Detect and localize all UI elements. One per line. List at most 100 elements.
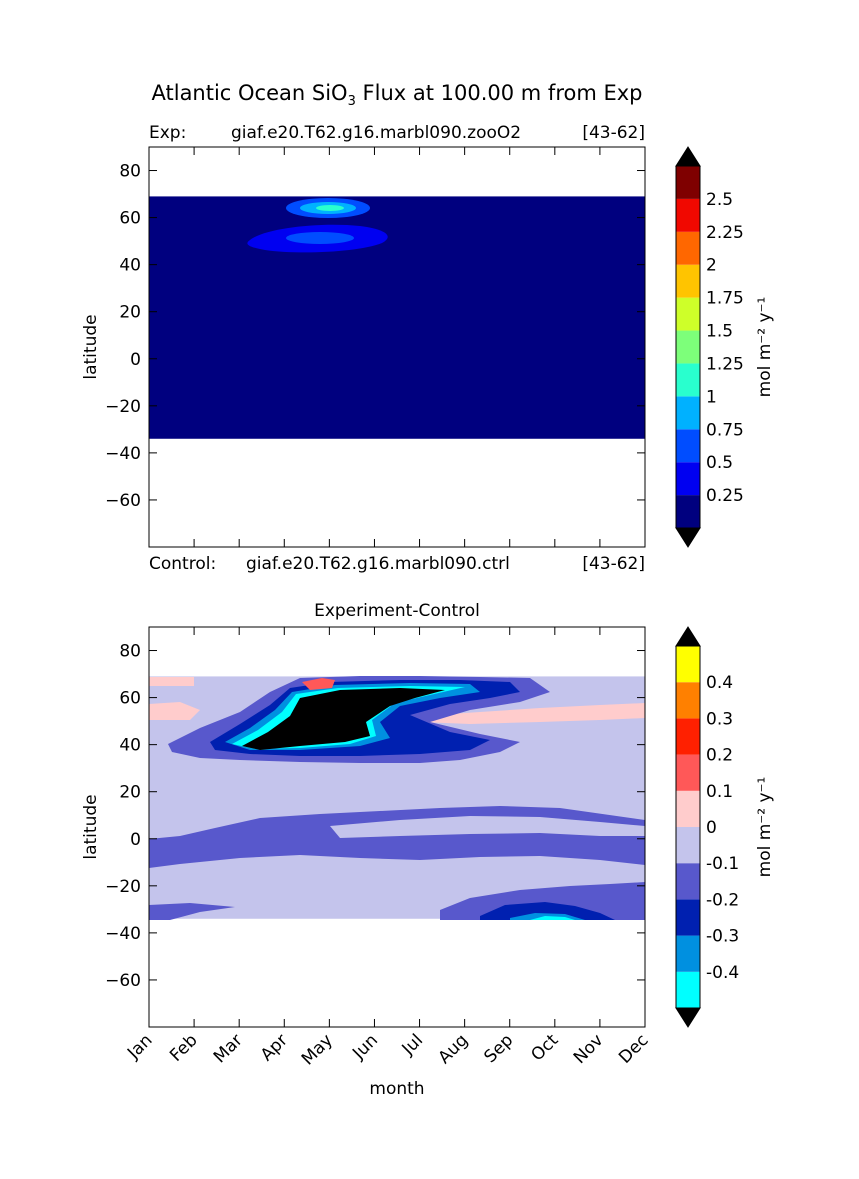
- xtick-label: Feb: [166, 1030, 201, 1065]
- top-background-field: [149, 196, 645, 439]
- colorbar-segment: [676, 429, 700, 463]
- exp-years: [43-62]: [582, 123, 645, 143]
- colorbar-tick-label: 0.25: [706, 486, 744, 506]
- bottom-yticks: 80 60 40 20 0 −20 −40 −60: [105, 642, 645, 991]
- control-case-name: giaf.e20.T62.g16.marbl090.ctrl: [246, 554, 510, 574]
- colorbar-segment: [676, 264, 700, 298]
- colorbar-segment: [676, 330, 700, 364]
- colorbar-tick-label: 0.3: [706, 709, 733, 729]
- colorbar-extend-top: [675, 626, 701, 647]
- colorbar-tick-label: -0.4: [706, 963, 739, 983]
- ytick-label: −60: [105, 491, 141, 511]
- ytick-label: 60: [119, 209, 141, 229]
- colorbar-frame: [675, 165, 701, 529]
- xtick-label: Oct: [527, 1030, 562, 1065]
- top-blob-50n-inner: [286, 232, 354, 244]
- xtick-label: Jan: [123, 1030, 156, 1063]
- colorbar-tick-label: 1.75: [706, 289, 744, 309]
- colorbar-segment: [676, 935, 700, 972]
- colorbar-segment: [676, 899, 700, 936]
- colorbar-tick-label: -0.2: [706, 890, 739, 910]
- xtick-label: Dec: [615, 1030, 652, 1067]
- ytick-label: −40: [105, 924, 141, 944]
- ytick-label: 20: [119, 303, 141, 323]
- bottom-band-equator-inner: [330, 816, 645, 838]
- colorbar-segment: [676, 754, 700, 791]
- colorbar-segment: [676, 396, 700, 430]
- colorbar-tick-label: 2.5: [706, 190, 733, 210]
- colorbar-segment: [676, 363, 700, 397]
- colorbar-tick-label: 0.1: [706, 782, 733, 802]
- colorbar-tick-label: -0.1: [706, 854, 739, 874]
- top-xticks: [148, 147, 646, 547]
- top-yticks: 80 60 40 20 0 −20 −40 −60: [105, 162, 645, 511]
- bottom-positive-band-east: [420, 703, 645, 724]
- ytick-label: 20: [119, 783, 141, 803]
- colorbar-segment: [676, 646, 700, 683]
- colorbar-segment: [676, 863, 700, 900]
- colorbar-tick-label: 0.4: [706, 673, 733, 693]
- top-colorbar: 0.25 0.5 0.75 1 1.25 1.5 1.75 2 2.25 2.5: [675, 146, 744, 548]
- colorbar-segment: [676, 198, 700, 232]
- exp-case-name: giaf.e20.T62.g16.marbl090.zooO2: [231, 123, 521, 143]
- xtick-label: Apr: [257, 1030, 292, 1065]
- ytick-label: 40: [119, 256, 141, 276]
- top-blob-60n-inner: [316, 205, 344, 211]
- colorbar-segment: [676, 166, 700, 199]
- colorbar-segment: [676, 971, 700, 1008]
- bottom-positive-strip-top: [149, 677, 194, 686]
- ytick-label: −20: [105, 397, 141, 417]
- bottom-colorbar-label: mol m⁻² y⁻¹: [755, 777, 775, 878]
- colorbar-tick-label: 0.5: [706, 453, 733, 473]
- xtick-label: Jul: [398, 1030, 427, 1059]
- control-years: [43-62]: [582, 554, 645, 574]
- colorbar-tick-label: 1.5: [706, 322, 733, 342]
- bottom-colorbar: 0.4 0.3 0.2 0.1 0 -0.1 -0.2 -0.3 -0.4: [675, 626, 739, 1028]
- bottom-band-southeast-cyan: [530, 916, 575, 920]
- xtick-label: Nov: [570, 1030, 608, 1068]
- colorbar-segment: [676, 790, 700, 827]
- colorbar-tick-label: 0: [706, 818, 717, 838]
- control-label: Control:: [149, 554, 216, 574]
- ytick-label: 40: [119, 736, 141, 756]
- colorbar-extend-bottom: [675, 527, 701, 548]
- exp-label: Exp:: [149, 123, 186, 143]
- colorbar-tick-label: 0.2: [706, 746, 733, 766]
- bottom-positive-patch-65n: [302, 678, 335, 690]
- colorbar-tick-label: 1.25: [706, 354, 744, 374]
- top-ylabel: latitude: [81, 314, 101, 379]
- bottom-panel-title: Experiment-Control: [314, 601, 480, 621]
- bottom-band-southeast-dark: [480, 902, 615, 920]
- colorbar-tick-label: -0.3: [706, 927, 739, 947]
- colorbar-segment: [676, 827, 700, 864]
- ytick-label: −40: [105, 444, 141, 464]
- xtick-label: May: [298, 1030, 337, 1069]
- bottom-contour-field: [149, 676, 645, 920]
- ytick-label: −60: [105, 971, 141, 991]
- colorbar-segment: [676, 495, 700, 528]
- colorbar-tick-label: 1: [706, 387, 717, 407]
- colorbar-segment: [676, 231, 700, 265]
- bottom-axes-frame: [148, 626, 646, 1028]
- colorbar-extend-top: [675, 146, 701, 167]
- figure-title: Atlantic Ocean SiO3 Flux at 100.00 m fro…: [152, 81, 643, 109]
- ytick-label: 80: [119, 642, 141, 662]
- colorbar-extend-bottom: [675, 1007, 701, 1028]
- bottom-xlabel: month: [369, 1079, 424, 1099]
- bottom-blob-north-black: [242, 688, 445, 750]
- top-colorbar-label: mol m⁻² y⁻¹: [755, 297, 775, 398]
- bottom-band-southeast: [440, 882, 645, 920]
- colorbar-tick-label: 2.25: [706, 223, 744, 243]
- colorbar-tick-label: 2: [706, 256, 717, 276]
- xtick-label: Mar: [210, 1030, 247, 1067]
- bottom-ylabel: latitude: [81, 794, 101, 859]
- xtick-label: Aug: [435, 1030, 473, 1068]
- ytick-label: 60: [119, 689, 141, 709]
- ytick-label: 80: [119, 162, 141, 182]
- top-panel: 80 60 40 20 0 −20 −40 −60 latitude: [81, 146, 646, 548]
- bottom-band-south: [149, 903, 235, 920]
- xtick-label: Sep: [480, 1030, 517, 1067]
- ytick-label: 0: [130, 350, 141, 370]
- colorbar-segment: [676, 682, 700, 719]
